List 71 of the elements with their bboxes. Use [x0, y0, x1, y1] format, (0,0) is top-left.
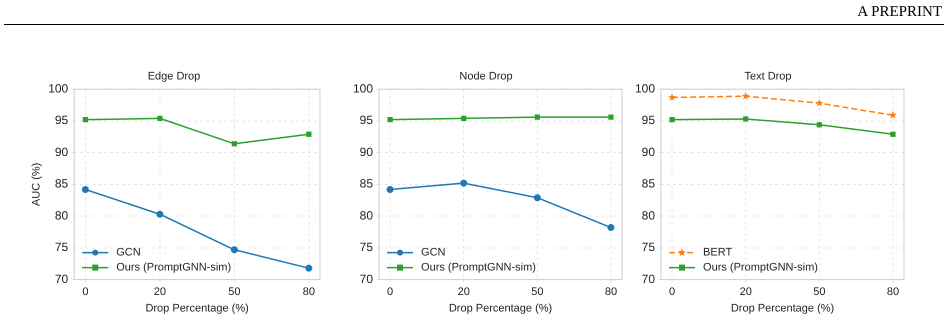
point — [888, 111, 897, 119]
point — [534, 114, 540, 120]
legend-label: Ours (PromptGNN-sim) — [421, 262, 536, 274]
y-axis-title: AUC (%) — [30, 162, 43, 206]
point — [305, 264, 312, 272]
point — [306, 132, 312, 137]
point — [742, 92, 750, 100]
x-tick-label: 0 — [387, 286, 394, 298]
point — [815, 98, 824, 107]
x-axis-title: Drop Percentage (%) — [448, 302, 552, 314]
point — [157, 116, 162, 122]
chart-title: Text Drop — [744, 70, 792, 83]
point — [387, 117, 393, 122]
point — [82, 186, 89, 193]
y-tick-label: 85 — [360, 176, 374, 191]
y-tick-label: 85 — [642, 176, 656, 191]
x-tick-label: 50 — [228, 286, 240, 298]
x-tick-label: 0 — [669, 286, 676, 298]
y-tick-label: 80 — [642, 208, 656, 222]
y-tick-label: 80 — [54, 208, 69, 222]
point — [668, 93, 676, 101]
x-tick-label: 0 — [82, 286, 88, 298]
y-tick-label: 70 — [642, 272, 656, 286]
y-tick-label: 100 — [634, 82, 656, 96]
y-tick-label: 80 — [360, 208, 374, 222]
y-tick-label: 90 — [360, 144, 374, 159]
point — [386, 186, 394, 193]
y-tick-label: 70 — [54, 272, 69, 286]
point — [82, 117, 88, 122]
y-tick-label: 85 — [54, 176, 69, 191]
x-tick-label: 20 — [740, 286, 752, 298]
point — [461, 116, 466, 122]
y-tick-label: 100 — [352, 82, 374, 96]
legend-label: Ours (PromptGNN-sim) — [703, 262, 818, 274]
y-tick-label: 95 — [642, 113, 656, 128]
x-tick-label: 50 — [813, 286, 826, 298]
x-axis-title: Drop Percentage (%) — [145, 302, 249, 314]
y-tick-label: 95 — [54, 113, 69, 128]
y-tick-label: 70 — [360, 272, 374, 286]
x-axis-title: Drop Percentage (%) — [730, 302, 834, 314]
point — [816, 122, 822, 128]
y-tick-label: 100 — [48, 82, 69, 96]
point — [460, 180, 468, 187]
x-tick-label: 80 — [886, 286, 900, 298]
y-tick-label: 75 — [360, 240, 374, 254]
y-tick-label: 90 — [54, 144, 69, 159]
legend-label: BERT — [703, 246, 732, 259]
y-tick-label: 75 — [642, 240, 656, 254]
point — [669, 117, 675, 122]
y-tick-label: 75 — [54, 240, 69, 254]
point — [607, 224, 614, 232]
point — [232, 141, 237, 146]
x-tick-label: 20 — [154, 286, 166, 298]
x-tick-label: 80 — [302, 286, 315, 298]
point — [230, 246, 238, 254]
point — [156, 210, 164, 218]
x-tick-label: 80 — [604, 286, 618, 298]
legend-label: GCN — [116, 246, 141, 259]
legend-label: Ours (PromptGNN-sim) — [116, 262, 232, 274]
point — [890, 132, 896, 137]
chart-title: Node Drop — [459, 70, 513, 83]
text: A PREPRINT — [857, 4, 942, 21]
x-tick-label: 20 — [458, 286, 470, 298]
chart-title: Edge Drop — [148, 70, 200, 83]
point — [743, 116, 748, 122]
point — [534, 194, 541, 202]
y-tick-label: 90 — [642, 144, 656, 159]
y-tick-label: 95 — [360, 113, 374, 128]
legend-label: GCN — [421, 246, 446, 259]
point — [608, 114, 614, 120]
x-tick-label: 50 — [531, 286, 544, 298]
